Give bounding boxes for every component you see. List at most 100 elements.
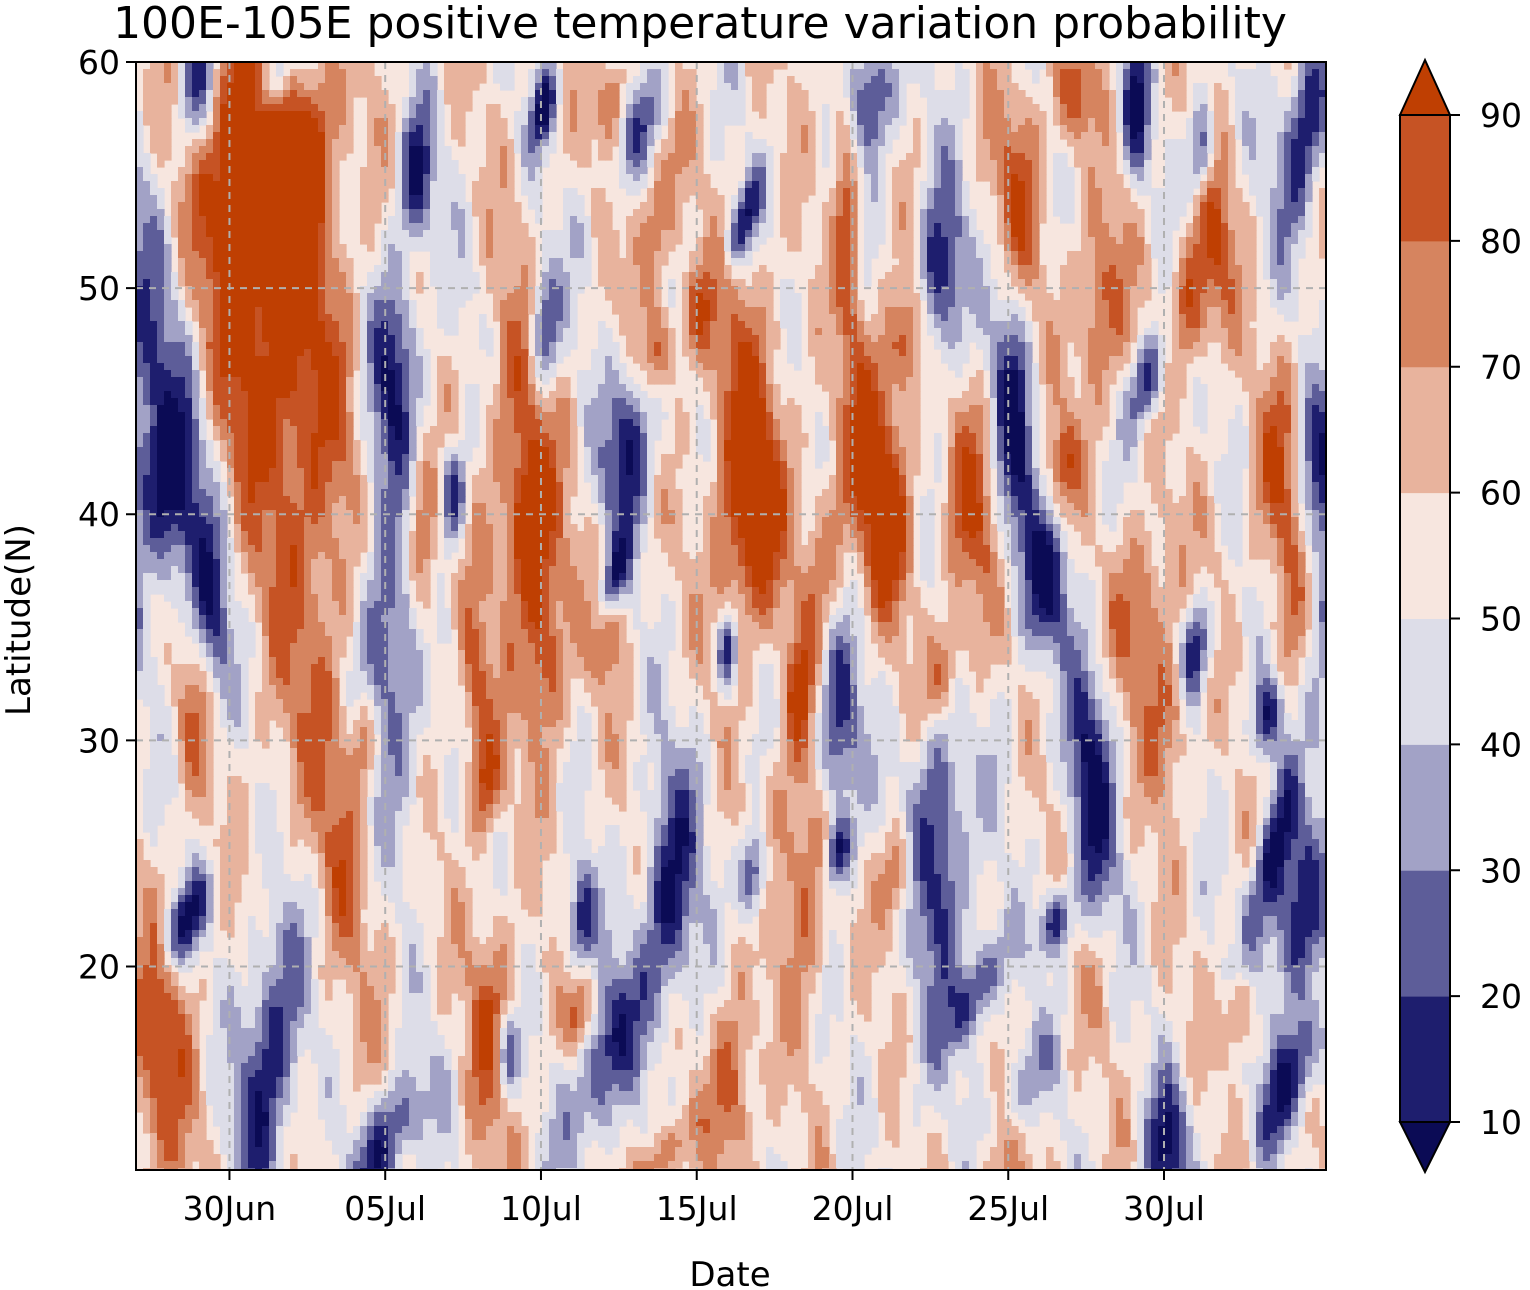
contour-cell <box>1277 230 1285 238</box>
contour-cell <box>297 286 305 294</box>
contour-cell <box>717 153 725 161</box>
contour-cell <box>1235 251 1243 259</box>
contour-cell <box>990 139 998 147</box>
contour-cell <box>479 251 487 259</box>
contour-cell <box>661 90 669 98</box>
contour-cell <box>654 153 662 161</box>
contour-cell <box>584 244 592 252</box>
contour-cell <box>213 202 221 210</box>
contour-cell <box>1067 314 1075 322</box>
contour-cell <box>1200 188 1208 196</box>
contour-cell <box>661 111 669 119</box>
contour-cell <box>367 244 375 252</box>
contour-cell <box>521 258 529 266</box>
contour-cell <box>1039 265 1047 273</box>
contour-cell <box>934 272 942 280</box>
contour-cell <box>234 300 242 308</box>
contour-cell <box>794 300 802 308</box>
contour-cell <box>794 83 802 91</box>
contour-cell <box>1137 62 1145 70</box>
contour-cell <box>1256 69 1264 77</box>
contour-cell <box>1067 90 1075 98</box>
contour-cell <box>262 104 270 112</box>
contour-cell <box>983 132 991 140</box>
contour-cell <box>178 181 186 189</box>
contour-cell <box>577 216 585 224</box>
contour-cell <box>899 265 907 273</box>
contour-cell <box>626 293 634 301</box>
contour-cell <box>388 111 396 119</box>
contour-cell <box>1263 111 1271 119</box>
contour-cell <box>815 314 823 322</box>
contour-cell <box>206 307 214 315</box>
contour-cell <box>486 146 494 154</box>
contour-cell <box>990 307 998 315</box>
contour-cell <box>1291 279 1299 287</box>
contour-cell <box>206 237 214 245</box>
contour-cell <box>1095 307 1103 315</box>
contour-cell <box>1088 125 1096 133</box>
contour-cell <box>318 223 326 231</box>
contour-cell <box>304 76 312 84</box>
contour-cell <box>836 167 844 175</box>
contour-cell <box>192 272 200 280</box>
contour-cell <box>850 167 858 175</box>
contour-cell <box>262 237 270 245</box>
contour-cell <box>241 125 249 133</box>
contour-cell <box>507 83 515 91</box>
contour-cell <box>626 111 634 119</box>
contour-cell <box>465 216 473 224</box>
contour-cell <box>1256 181 1264 189</box>
contour-cell <box>192 111 200 119</box>
contour-cell <box>668 188 676 196</box>
contour-cell <box>1116 62 1124 70</box>
contour-cell <box>717 195 725 203</box>
contour-cell <box>1095 279 1103 287</box>
contour-cell <box>227 62 235 70</box>
contour-cell <box>493 118 501 126</box>
contour-cell <box>1074 111 1082 119</box>
contour-cell <box>1165 139 1173 147</box>
contour-cell <box>178 104 186 112</box>
contour-cell <box>1046 69 1054 77</box>
contour-cell <box>248 286 256 294</box>
contour-cell <box>388 272 396 280</box>
contour-cell <box>745 223 753 231</box>
contour-cell <box>1144 293 1152 301</box>
contour-cell <box>1158 265 1166 273</box>
contour-cell <box>626 237 634 245</box>
contour-cell <box>346 83 354 91</box>
contour-cell <box>836 188 844 196</box>
contour-cell <box>1053 188 1061 196</box>
contour-cell <box>1284 160 1292 168</box>
contour-cell <box>213 230 221 238</box>
contour-cell <box>283 83 291 91</box>
contour-cell <box>899 62 907 70</box>
contour-cell <box>829 272 837 280</box>
contour-cell <box>997 216 1005 224</box>
contour-cell <box>479 195 487 203</box>
contour-cell <box>1291 307 1299 315</box>
contour-cell <box>178 167 186 175</box>
contour-cell <box>794 321 802 329</box>
contour-cell <box>304 272 312 280</box>
contour-cell <box>1193 251 1201 259</box>
contour-cell <box>311 230 319 238</box>
contour-cell <box>647 76 655 84</box>
contour-cell <box>563 111 571 119</box>
contour-cell <box>605 265 613 273</box>
contour-cell <box>1018 195 1026 203</box>
contour-cell <box>395 188 403 196</box>
contour-cell <box>829 230 837 238</box>
contour-cell <box>850 265 858 273</box>
contour-cell <box>934 251 942 259</box>
contour-cell <box>1249 153 1257 161</box>
contour-cell <box>570 62 578 70</box>
contour-cell <box>297 125 305 133</box>
contour-cell <box>171 279 179 287</box>
contour-cell <box>1214 97 1222 105</box>
contour-cell <box>808 300 816 308</box>
contour-cell <box>472 181 480 189</box>
contour-cell <box>241 97 249 105</box>
contour-cell <box>717 118 725 126</box>
